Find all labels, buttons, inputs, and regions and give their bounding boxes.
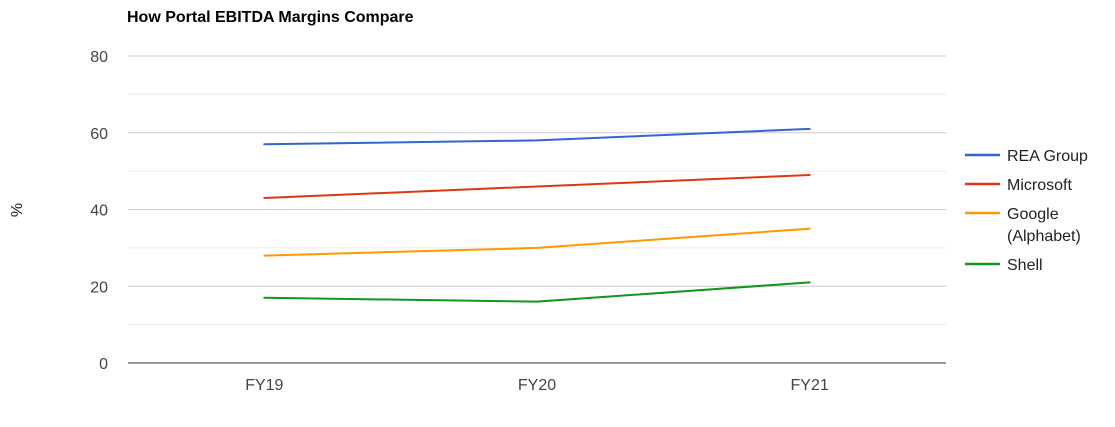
- legend-item-google-alphabet: Google (Alphabet): [965, 206, 1081, 245]
- legend-label: Microsoft: [1007, 177, 1072, 194]
- series-line-google-alphabet: [263, 227, 811, 257]
- series-line-rea-group: [263, 127, 811, 146]
- x-axis-tick-labels: FY19 FY20 FY21: [245, 377, 829, 394]
- y-tick-label: 0: [99, 356, 108, 373]
- legend-item-shell: Shell: [965, 257, 1043, 274]
- series-lines: [263, 127, 811, 303]
- legend-label: Shell: [1007, 257, 1043, 274]
- y-axis-title: %: [9, 203, 26, 217]
- y-axis-tick-labels: 0 20 40 60 80: [90, 49, 108, 373]
- legend: REA Group Microsoft Google (Alphabet) Shell: [965, 148, 1088, 274]
- y-tick-label: 20: [90, 279, 108, 296]
- x-tick-label: FY21: [791, 377, 829, 394]
- legend-item-microsoft: Microsoft: [965, 177, 1072, 194]
- x-tick-label: FY19: [245, 377, 283, 394]
- series-line-microsoft: [263, 174, 811, 199]
- series-line-shell: [263, 281, 811, 303]
- legend-item-rea-group: REA Group: [965, 148, 1088, 165]
- legend-label: REA Group: [1007, 148, 1088, 165]
- x-tick-label: FY20: [518, 377, 556, 394]
- y-tick-label: 80: [90, 49, 108, 66]
- chart-title: How Portal EBITDA Margins Compare: [127, 9, 414, 26]
- legend-label: Google: [1007, 206, 1059, 223]
- y-tick-label: 40: [90, 203, 108, 220]
- gridlines: [128, 55, 946, 364]
- y-tick-label: 60: [90, 126, 108, 143]
- legend-label: (Alphabet): [1007, 228, 1081, 245]
